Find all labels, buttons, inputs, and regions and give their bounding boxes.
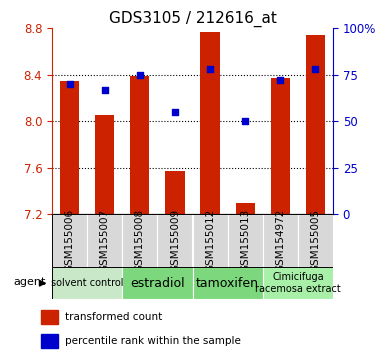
- Bar: [95, 115, 114, 214]
- Point: [242, 118, 248, 124]
- Point: [207, 67, 213, 72]
- Bar: [263, 267, 333, 299]
- Text: percentile rank within the sample: percentile rank within the sample: [65, 336, 241, 346]
- Point: [67, 81, 73, 87]
- Point: [312, 67, 318, 72]
- Text: Cimicifuga
racemosa extract: Cimicifuga racemosa extract: [255, 272, 341, 294]
- Text: GSM155006: GSM155006: [65, 209, 75, 272]
- Text: GSM155013: GSM155013: [240, 209, 250, 272]
- Point: [102, 87, 108, 92]
- Bar: [122, 214, 157, 267]
- Text: GSM155012: GSM155012: [205, 209, 215, 272]
- Title: GDS3105 / 212616_at: GDS3105 / 212616_at: [109, 11, 276, 27]
- Text: GSM155007: GSM155007: [100, 209, 110, 272]
- Text: agent: agent: [13, 276, 45, 287]
- Text: tamoxifen: tamoxifen: [196, 277, 259, 290]
- Text: GSM154972: GSM154972: [275, 209, 285, 273]
- Text: solvent control: solvent control: [51, 278, 123, 288]
- Bar: [228, 214, 263, 267]
- Text: GSM155005: GSM155005: [310, 209, 320, 272]
- Bar: [298, 214, 333, 267]
- Bar: [201, 32, 220, 214]
- Point: [277, 78, 283, 83]
- Text: transformed count: transformed count: [65, 312, 162, 322]
- Bar: [60, 81, 79, 214]
- Bar: [42, 310, 59, 324]
- Bar: [192, 267, 263, 299]
- Bar: [42, 334, 59, 348]
- Bar: [52, 214, 87, 267]
- Point: [137, 72, 143, 78]
- Text: GSM155008: GSM155008: [135, 209, 145, 272]
- Bar: [236, 202, 255, 214]
- Bar: [122, 267, 192, 299]
- Bar: [263, 214, 298, 267]
- Bar: [271, 78, 290, 214]
- Text: estradiol: estradiol: [130, 277, 185, 290]
- Point: [172, 109, 178, 115]
- Bar: [192, 214, 228, 267]
- Bar: [52, 267, 122, 299]
- Text: GSM155009: GSM155009: [170, 209, 180, 272]
- Bar: [130, 76, 149, 214]
- Bar: [306, 35, 325, 214]
- Bar: [87, 214, 122, 267]
- Bar: [157, 214, 192, 267]
- Bar: [165, 171, 184, 214]
